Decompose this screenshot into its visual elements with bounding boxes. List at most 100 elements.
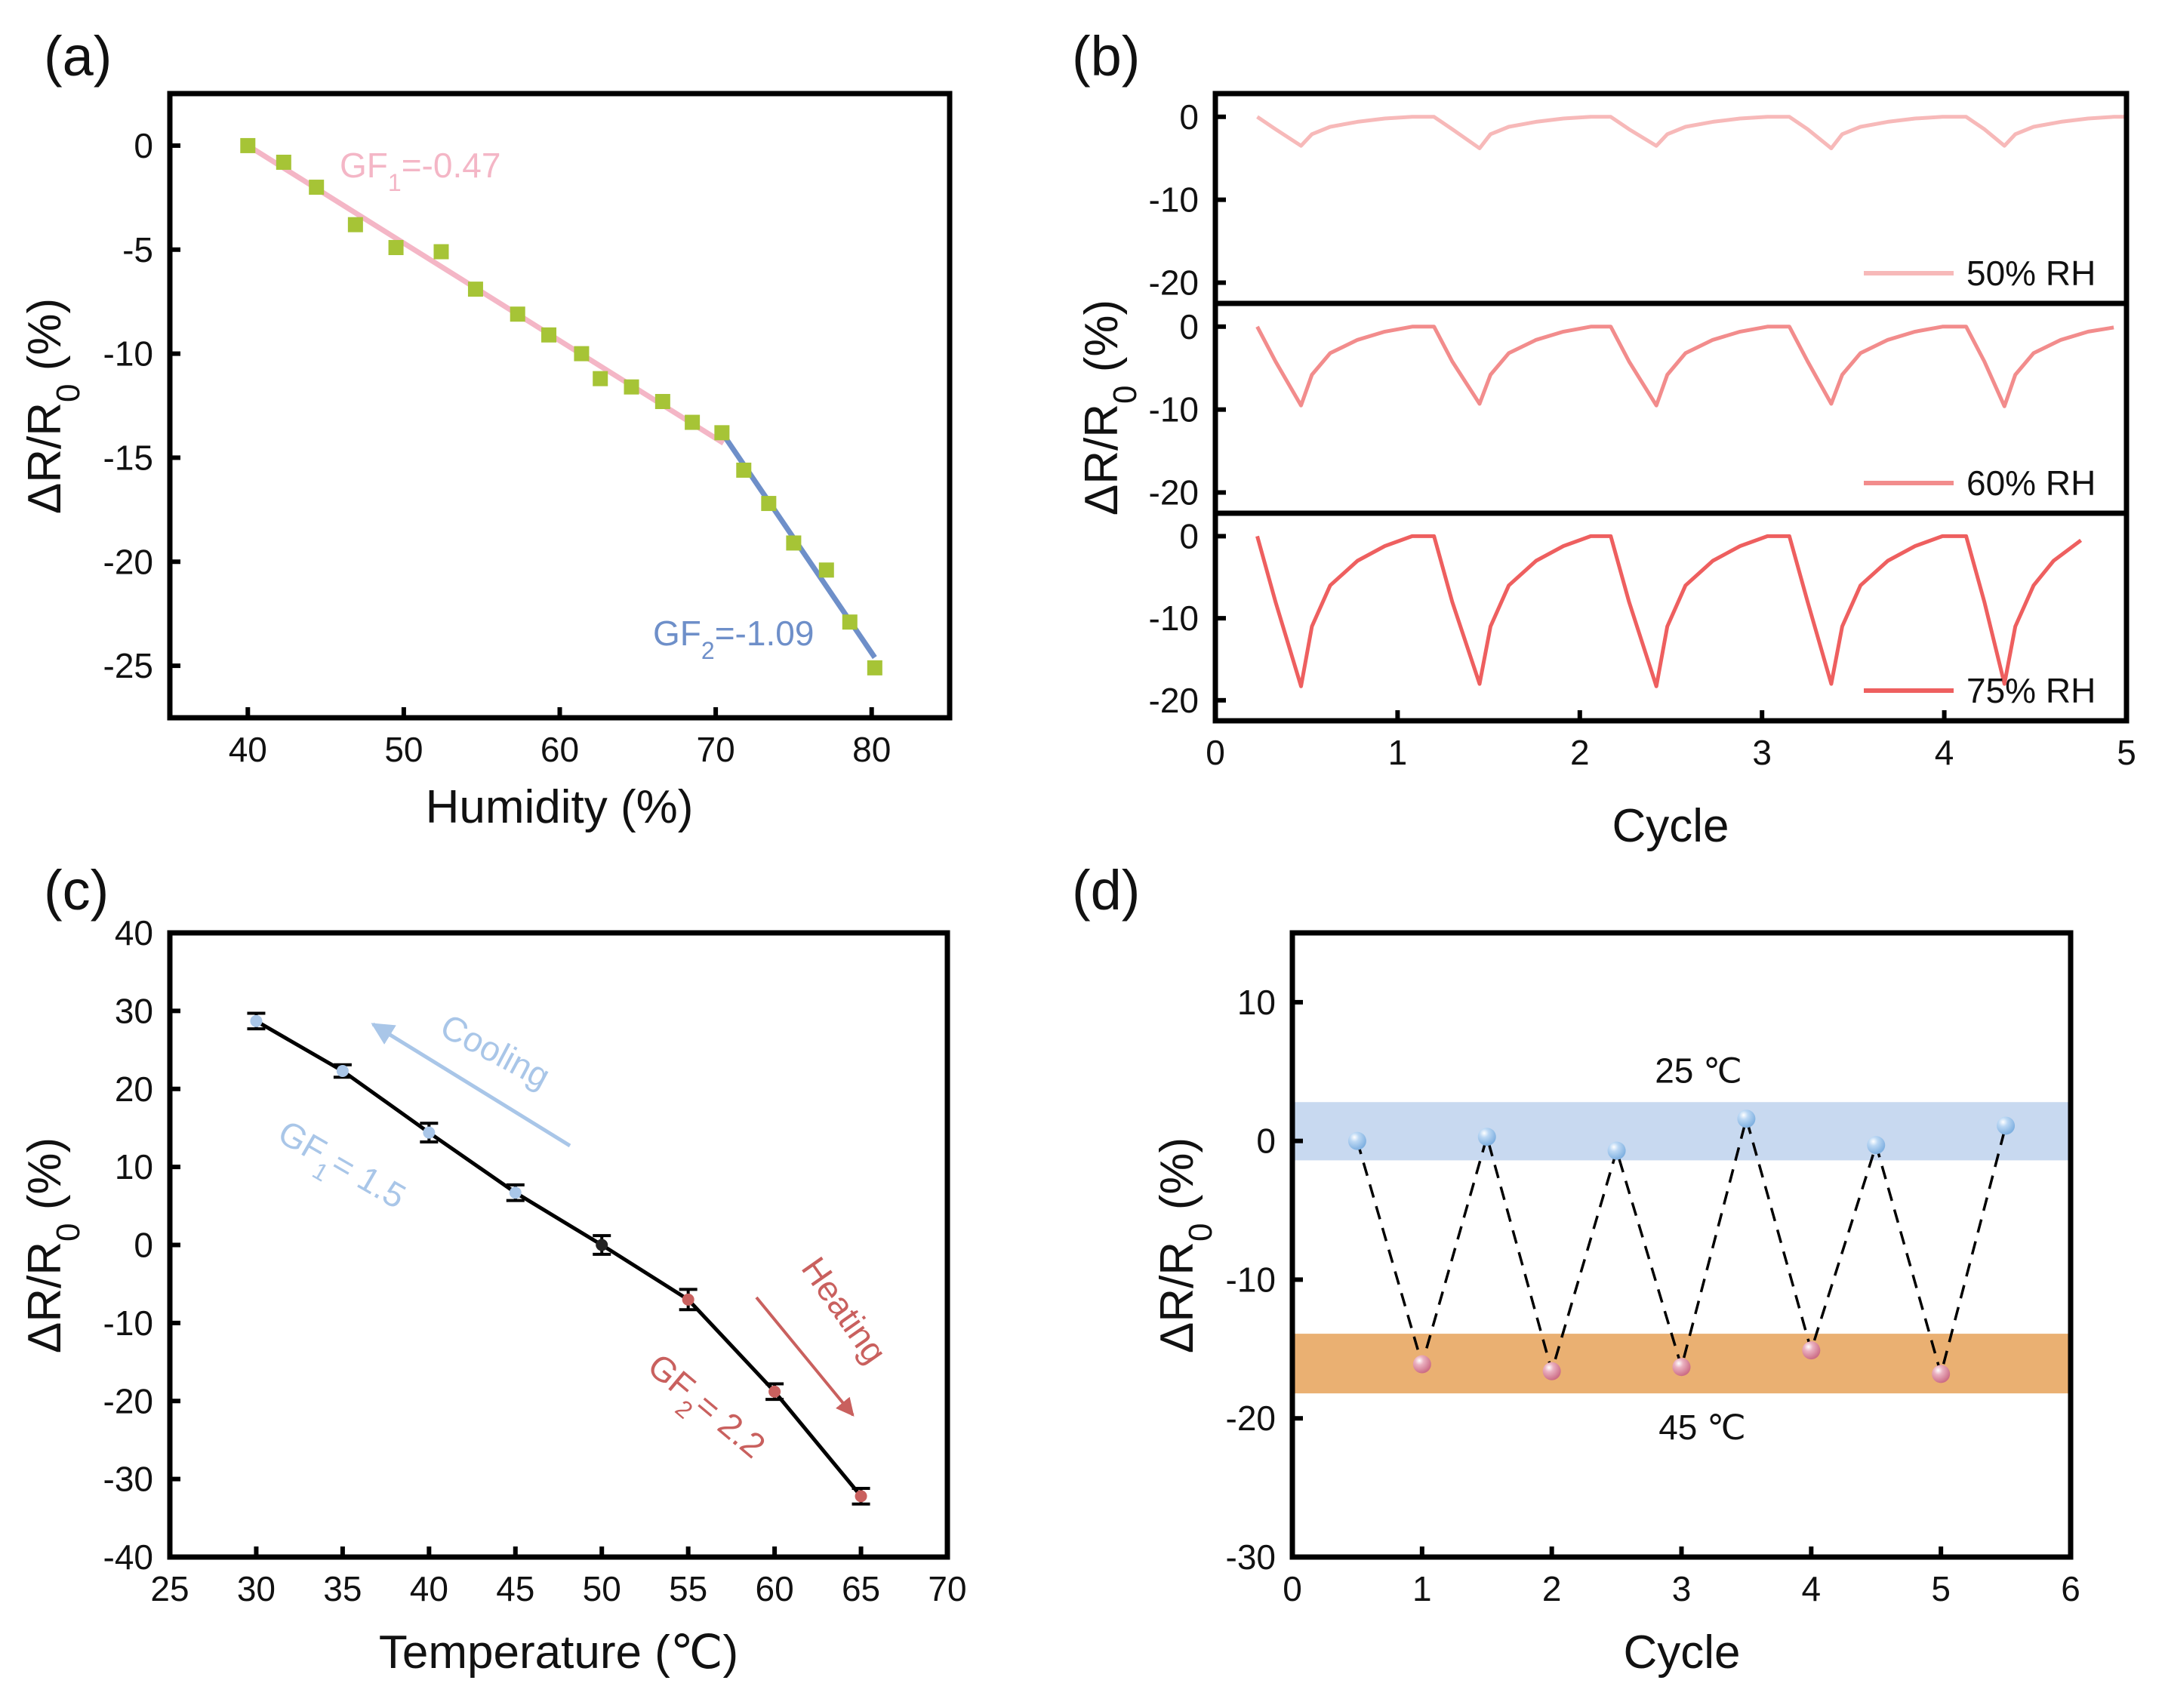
b2-xtick-label: 4 [1935,733,1954,772]
b2-axes: 0 1 2 3 4 5 0 -10 -20 [1149,510,2136,772]
b1-axes: 0 -10 -20 [1149,300,2130,516]
a-ytick-label: -25 [103,646,153,685]
b1-ytick-label: 0 [1179,307,1199,346]
data-point [347,217,363,232]
series-line-75rh [1255,534,2083,688]
a-xtick-label: 70 [697,730,735,769]
panel-label-a: (a) [44,25,112,88]
data-point [855,1490,867,1503]
data-point [761,496,777,512]
cold-point [1867,1136,1886,1155]
b2-ytick-label: -10 [1149,599,1199,638]
cold-point [1347,1131,1366,1150]
data-point [574,346,590,362]
a-xlabel: Humidity (%) [426,781,694,833]
data-point [786,535,802,551]
d-xtick-label: 4 [1802,1569,1822,1608]
legend-label: 60% RH [1966,463,2096,503]
data-point [467,282,483,297]
d-axes: 0 1 2 3 4 5 6 10 0 -10 -20 -30 [1226,930,2080,1608]
c-ytick-label: 30 [115,991,153,1030]
d-xlabel: Cycle [1623,1626,1740,1679]
c-ytick-label: -40 [103,1537,153,1577]
b0-ytick-label: -20 [1149,263,1199,303]
data-point [423,1126,436,1139]
data-point [736,462,752,478]
band-label-45c: 45 ℃ [1658,1408,1746,1447]
a-ytick-label: -20 [103,542,153,581]
data-point [768,1385,781,1398]
b2-xtick-label: 1 [1388,733,1408,772]
b0-ytick-label: -10 [1149,180,1199,220]
panel-label-b: (b) [1072,25,1140,88]
d-ytick-label: -10 [1226,1260,1276,1299]
b2-ytick-label: 0 [1179,516,1199,555]
heating-label: Heating [794,1250,895,1371]
a-ytick-label: -5 [122,230,153,269]
data-point [309,180,325,195]
a-ylabel: ΔR/R0 (%) [19,298,87,514]
d-xtick-label: 0 [1283,1569,1302,1608]
d-xtick-label: 2 [1542,1569,1562,1608]
cooling-arrow [371,1022,571,1148]
c-xtick-label: 40 [410,1569,448,1608]
b0-ytick-label: 0 [1179,97,1199,137]
c-xtick-label: 25 [150,1569,189,1608]
data-point [818,562,834,578]
series-line-50rh [1256,115,2127,150]
c-xtick-label: 60 [756,1569,794,1608]
a-xtick-label: 50 [384,730,423,769]
data-point [433,244,449,260]
data-point [250,1014,263,1027]
temperature-band-cold [1292,1102,2071,1161]
c-xtick-label: 55 [669,1569,707,1608]
cold-point [1997,1116,2016,1135]
d-ytick-label: 0 [1256,1122,1276,1161]
hot-point [1542,1362,1561,1380]
data-point [624,379,639,395]
c-axes: 25 30 35 40 45 50 55 60 65 70 40 30 20 10 0 -10 -20 -30 -4… [103,913,967,1608]
b2-xtick-label: 2 [1570,733,1590,772]
panel-label-d: (d) [1072,859,1140,922]
b2-frame [1212,510,2130,724]
a-xtick-label: 40 [229,730,267,769]
b2-xtick-label: 0 [1206,733,1225,772]
b-ylabel: ΔR/R0 (%) [1076,300,1144,515]
b1-ytick-label: -20 [1149,473,1199,512]
c-xtick-label: 50 [583,1569,621,1608]
c-frame [167,930,950,1560]
data-point [541,327,557,343]
data-point [867,660,882,676]
c-ytick-label: -30 [103,1460,153,1499]
c-xtick-label: 65 [842,1569,880,1608]
a-ytick-label: 0 [134,126,153,165]
d-xtick-label: 6 [2061,1569,2080,1608]
b2-ytick-label: -20 [1149,681,1199,720]
b1-ytick-label: -10 [1149,390,1199,429]
data-point [842,614,858,630]
d-frame [1289,930,2074,1560]
legend-label: 50% RH [1966,254,2096,293]
d-ytick-label: -20 [1226,1399,1276,1438]
hot-point [1932,1365,1951,1383]
data-point [596,1239,608,1251]
d-xtick-label: 5 [1931,1569,1951,1608]
legend-label: 75% RH [1966,671,2096,710]
c-ytick-label: -10 [103,1303,153,1343]
a-frame [167,91,953,721]
panel-label-c: (c) [44,859,109,922]
c-xtick-label: 70 [928,1569,966,1608]
cold-point [1607,1141,1626,1160]
c-ytick-label: 20 [115,1069,153,1109]
c-ytick-label: 10 [115,1147,153,1186]
hot-point [1802,1341,1821,1360]
b-xlabel: Cycle [1612,800,1729,852]
data-point [388,239,404,255]
data-point [276,154,291,170]
heating-arrow [755,1296,855,1417]
d-ytick-label: -30 [1226,1537,1276,1577]
d-xtick-label: 1 [1412,1569,1432,1608]
a-axes: 40 50 60 70 80 0 -5 -10 -15 -20 -25 [103,91,953,769]
cold-point [1737,1109,1756,1128]
